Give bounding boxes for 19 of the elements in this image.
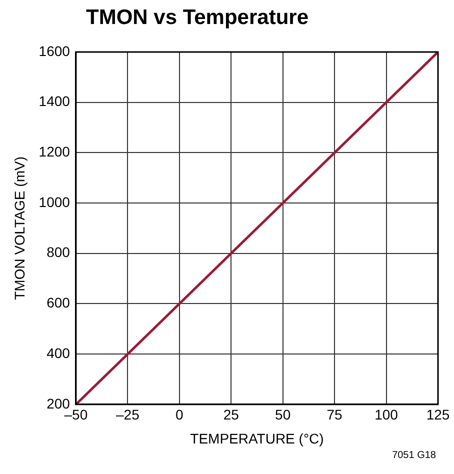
y-tick-label: 1400 xyxy=(38,93,70,110)
y-tick-label: 400 xyxy=(46,344,70,361)
y-tick-label: 1000 xyxy=(38,194,70,210)
x-tick-label: 75 xyxy=(326,406,343,423)
y-tick-label: 1600 xyxy=(38,42,70,59)
x-tick-label: 100 xyxy=(374,406,398,423)
x-tick-label: 50 xyxy=(275,406,291,423)
y-axis-title: TMON VOLTAGE (mV) xyxy=(11,156,28,300)
x-tick-label: –25 xyxy=(116,406,140,423)
x-tick-label: 0 xyxy=(175,406,184,423)
x-tick-label: 25 xyxy=(223,406,240,423)
text: 7051 G18 xyxy=(392,450,436,461)
x-tick-label: 125 xyxy=(426,406,450,423)
chart-title: TMON vs Temperature xyxy=(86,6,308,30)
y-tick-label: 1200 xyxy=(38,144,70,160)
y-tick-label: 800 xyxy=(46,244,70,260)
x-axis-title: TEMPERATURE (°C) xyxy=(190,430,324,446)
y-tick-label: 600 xyxy=(46,294,70,311)
y-tick-label: 200 xyxy=(46,395,70,412)
